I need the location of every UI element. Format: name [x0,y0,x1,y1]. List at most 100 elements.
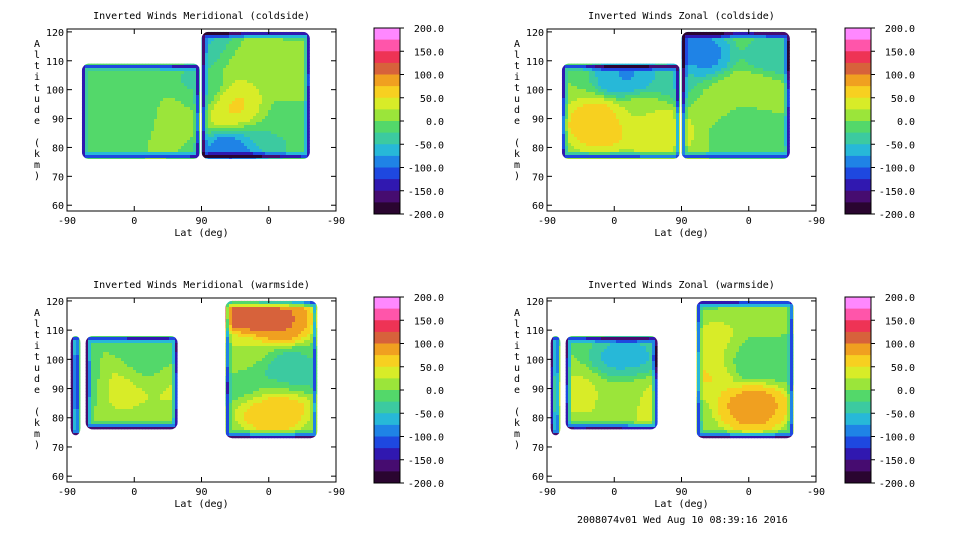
heatmap-cell [298,53,302,57]
heatmap-cell [295,185,298,188]
heatmap-cell [196,35,200,39]
heatmap-cell [262,35,266,39]
heatmap-cell [289,173,292,176]
heatmap-cell [241,32,245,36]
heatmap-cell [229,161,232,164]
heatmap-cell [91,155,95,159]
heatmap-cell [172,170,175,173]
heatmap-cell [91,176,94,179]
heatmap-cell [265,95,269,99]
heatmap-cell [310,194,313,197]
heatmap-cell [181,161,184,164]
heatmap-cell [229,125,233,129]
heatmap-cell [223,113,227,117]
heatmap-cell [106,80,110,84]
heatmap-cell [253,32,257,36]
heatmap-cell [97,77,101,81]
heatmap-cell [109,41,113,45]
heatmap-cell [205,119,209,123]
heatmap-cell [148,92,152,96]
heatmap-cell [115,191,118,194]
heatmap-cell [292,38,296,42]
heatmap-cell [250,80,254,84]
heatmap-cell [301,149,305,153]
heatmap-cell [277,47,281,51]
heatmap-cell [67,56,70,59]
heatmap-cell [100,80,104,84]
heatmap-cell [202,161,205,164]
heatmap-cell [145,173,148,176]
heatmap-cell [286,152,290,156]
heatmap-cell [133,68,137,72]
heatmap-cell [304,116,308,120]
heatmap-cell [214,116,218,120]
heatmap-cell [280,179,283,182]
heatmap-cell [280,185,283,188]
heatmap-cell [157,31,161,33]
heatmap-cell [268,191,271,194]
heatmap-cell [214,53,218,57]
heatmap-cell [229,137,233,141]
heatmap-cell [94,74,98,78]
heatmap-cell [82,62,86,66]
heatmap-cell [85,167,88,170]
heatmap-cell [157,62,161,66]
heatmap-cell [190,101,194,105]
heatmap-cell [256,167,259,170]
heatmap-cell [298,65,302,69]
heatmap-cell [127,179,130,182]
heatmap-cell [235,89,239,93]
heatmap-cell [94,107,98,111]
heatmap-cell [235,92,239,96]
heatmap-cell [130,161,133,164]
heatmap-cell [166,140,170,144]
heatmap-cell [256,200,259,203]
heatmap-cell [154,65,158,69]
heatmap-cell [241,113,245,117]
heatmap-cell [127,164,130,167]
heatmap-cell [259,128,263,132]
heatmap-cell [217,31,221,33]
heatmap-cell [259,80,263,84]
heatmap-cell [109,197,112,200]
heatmap-cell [208,110,212,114]
heatmap-cell [73,179,76,182]
heatmap-cell [136,182,139,185]
heatmap-cell [88,188,91,191]
heatmap-cell [304,203,307,206]
heatmap-cell [91,98,95,102]
heatmap-cell [76,71,79,74]
heatmap-cell [97,95,101,99]
heatmap-cell [175,89,179,93]
heatmap-cell [298,86,302,90]
heatmap-cell [175,74,179,78]
heatmap-cell [121,122,125,126]
heatmap-cell [88,119,92,123]
heatmap-cell [253,155,257,159]
heatmap-cell [241,107,245,111]
heatmap-cell [310,179,313,182]
heatmap-cell [304,122,308,126]
heatmap-cell [256,185,259,188]
heatmap-cell [133,59,137,63]
heatmap-cell [124,137,128,141]
heatmap-cell [67,65,70,68]
heatmap-cell [190,134,194,138]
heatmap-cell [121,191,124,194]
heatmap-cell [76,131,79,134]
heatmap-cell [211,176,214,179]
heatmap-cell [103,80,107,84]
heatmap-cell [223,38,227,42]
heatmap-cell [226,167,229,170]
heatmap-cell [259,113,263,117]
heatmap-cell [250,31,254,33]
heatmap-cell [190,122,194,126]
heatmap-cell [184,125,188,129]
heatmap-cell [145,161,148,164]
heatmap-cell [232,32,236,36]
heatmap-cell [127,56,131,60]
heatmap-cell [217,119,221,123]
heatmap-cell [67,167,70,170]
heatmap-cell [109,137,113,141]
heatmap-cell [103,122,107,126]
